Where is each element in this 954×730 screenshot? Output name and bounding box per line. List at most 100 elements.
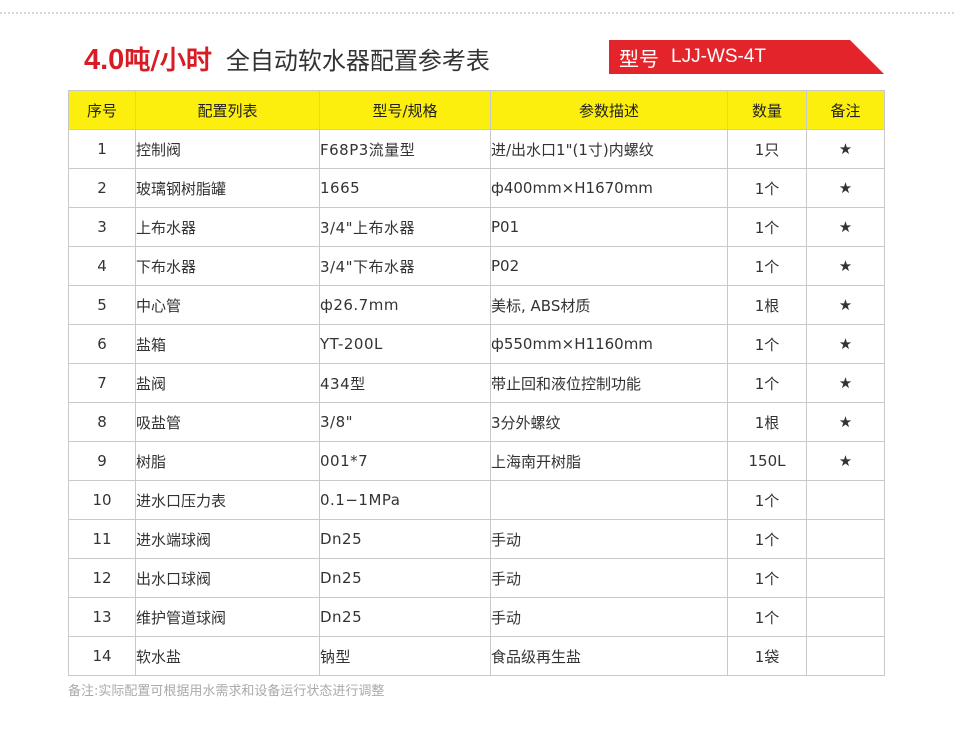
cell-model: 钠型 <box>319 636 491 676</box>
cell-name: 上布水器 <box>135 207 320 247</box>
cell-qty: 1个 <box>727 480 807 520</box>
column-header-qty: 数量 <box>727 90 807 130</box>
title-text: 全自动软水器配置参考表 <box>225 47 490 75</box>
model-label: 型号 <box>619 46 659 71</box>
column-header-model: 型号/规格 <box>319 90 491 130</box>
cell-model: 3/8" <box>319 402 491 442</box>
table-row: 10 进水口压力表 0.1−1MPa 1个 <box>68 480 885 520</box>
cell-name: 进水端球阀 <box>135 519 320 559</box>
cell-note <box>806 636 885 676</box>
cell-model: F68P3流量型 <box>319 129 491 169</box>
cell-desc: P01 <box>490 207 728 247</box>
table-body: 1 控制阀 F68P3流量型 进/出水口1"(1寸)内螺纹 1只 ★ 2 玻璃钢树脂罐 1665… <box>68 129 885 676</box>
cell-note: ★ <box>806 441 885 481</box>
cell-desc: 带止回和液位控制功能 <box>490 363 728 403</box>
cell-seq: 1 <box>68 129 136 169</box>
cell-qty: 1只 <box>727 129 807 169</box>
cell-name: 维护管道球阀 <box>135 597 320 637</box>
cell-note: ★ <box>806 285 885 325</box>
cell-qty: 1个 <box>727 324 807 364</box>
cell-qty: 1个 <box>727 558 807 598</box>
cell-qty: 1个 <box>727 597 807 637</box>
cell-desc: ф550mm×H1160mm <box>490 324 728 364</box>
cell-note <box>806 519 885 559</box>
column-header-seq: 序号 <box>68 90 136 130</box>
config-table: 序号 配置列表 型号/规格 参数描述 数量 备注 1 控制阀 F68P3流量型 进/出… <box>68 90 885 676</box>
table-row: 4 下布水器 3/4"下布水器 P02 1个 ★ <box>68 246 885 286</box>
top-dotted-divider <box>0 12 954 14</box>
cell-name: 控制阀 <box>135 129 320 169</box>
cell-seq: 11 <box>68 519 136 559</box>
cell-qty: 1根 <box>727 402 807 442</box>
cell-name: 出水口球阀 <box>135 558 320 598</box>
cell-model: 3/4"上布水器 <box>319 207 491 247</box>
cell-seq: 3 <box>68 207 136 247</box>
cell-note: ★ <box>806 402 885 442</box>
model-badge: 型号 LJJ-WS-4T <box>609 40 884 74</box>
table-row: 11 进水端球阀 Dn25 手动 1个 <box>68 519 885 559</box>
cell-model: ф26.7mm <box>319 285 491 325</box>
table-row: 8 吸盐管 3/8" 3分外螺纹 1根 ★ <box>68 402 885 442</box>
model-value: LJJ-WS-4T <box>671 46 766 67</box>
column-header-desc: 参数描述 <box>490 90 728 130</box>
cell-desc: ф400mm×H1670mm <box>490 168 728 208</box>
cell-qty: 1根 <box>727 285 807 325</box>
cell-model: 001*7 <box>319 441 491 481</box>
table-row: 1 控制阀 F68P3流量型 进/出水口1"(1寸)内螺纹 1只 ★ <box>68 129 885 169</box>
cell-desc: 食品级再生盐 <box>490 636 728 676</box>
table-header-row: 序号 配置列表 型号/规格 参数描述 数量 备注 <box>68 90 885 130</box>
cell-seq: 12 <box>68 558 136 598</box>
cell-name: 进水口压力表 <box>135 480 320 520</box>
title-capacity-number: 4.0 <box>84 44 125 76</box>
cell-seq: 9 <box>68 441 136 481</box>
cell-name: 玻璃钢树脂罐 <box>135 168 320 208</box>
cell-model: Dn25 <box>319 558 491 598</box>
cell-note: ★ <box>806 363 885 403</box>
cell-name: 中心管 <box>135 285 320 325</box>
footnote: 备注:实际配置可根据用水需求和设备运行状态进行调整 <box>68 684 385 699</box>
cell-seq: 6 <box>68 324 136 364</box>
cell-qty: 1个 <box>727 363 807 403</box>
cell-name: 树脂 <box>135 441 320 481</box>
table-row: 13 维护管道球阀 Dn25 手动 1个 <box>68 597 885 637</box>
cell-note <box>806 558 885 598</box>
column-header-note: 备注 <box>806 90 885 130</box>
cell-desc: 手动 <box>490 519 728 559</box>
table-row: 3 上布水器 3/4"上布水器 P01 1个 ★ <box>68 207 885 247</box>
cell-qty: 1个 <box>727 168 807 208</box>
title-capacity-unit: 吨/小时 <box>124 46 212 76</box>
cell-qty: 1个 <box>727 207 807 247</box>
cell-seq: 10 <box>68 480 136 520</box>
table-row: 5 中心管 ф26.7mm 美标, ABS材质 1根 ★ <box>68 285 885 325</box>
cell-name: 盐箱 <box>135 324 320 364</box>
table-row: 12 出水口球阀 Dn25 手动 1个 <box>68 558 885 598</box>
table-row: 7 盐阀 434型 带止回和液位控制功能 1个 ★ <box>68 363 885 403</box>
table-row: 2 玻璃钢树脂罐 1665 ф400mm×H1670mm 1个 ★ <box>68 168 885 208</box>
cell-model: 3/4"下布水器 <box>319 246 491 286</box>
cell-name: 盐阀 <box>135 363 320 403</box>
cell-qty: 1袋 <box>727 636 807 676</box>
cell-seq: 4 <box>68 246 136 286</box>
cell-model: Dn25 <box>319 597 491 637</box>
cell-qty: 150L <box>727 441 807 481</box>
cell-seq: 2 <box>68 168 136 208</box>
table-row: 9 树脂 001*7 上海南开树脂 150L ★ <box>68 441 885 481</box>
cell-note <box>806 480 885 520</box>
cell-desc: 上海南开树脂 <box>490 441 728 481</box>
cell-desc <box>490 480 728 520</box>
cell-seq: 8 <box>68 402 136 442</box>
cell-note: ★ <box>806 207 885 247</box>
page-title: 4.0 吨/小时 全自动软水器配置参考表 <box>84 40 490 80</box>
cell-desc: 进/出水口1"(1寸)内螺纹 <box>490 129 728 169</box>
cell-desc: 手动 <box>490 597 728 637</box>
cell-model: Dn25 <box>319 519 491 559</box>
cell-seq: 13 <box>68 597 136 637</box>
cell-note <box>806 597 885 637</box>
table-row: 14 软水盐 钠型 食品级再生盐 1袋 <box>68 636 885 676</box>
cell-name: 吸盐管 <box>135 402 320 442</box>
cell-desc: 手动 <box>490 558 728 598</box>
cell-qty: 1个 <box>727 246 807 286</box>
cell-model: 434型 <box>319 363 491 403</box>
cell-seq: 14 <box>68 636 136 676</box>
cell-desc: P02 <box>490 246 728 286</box>
